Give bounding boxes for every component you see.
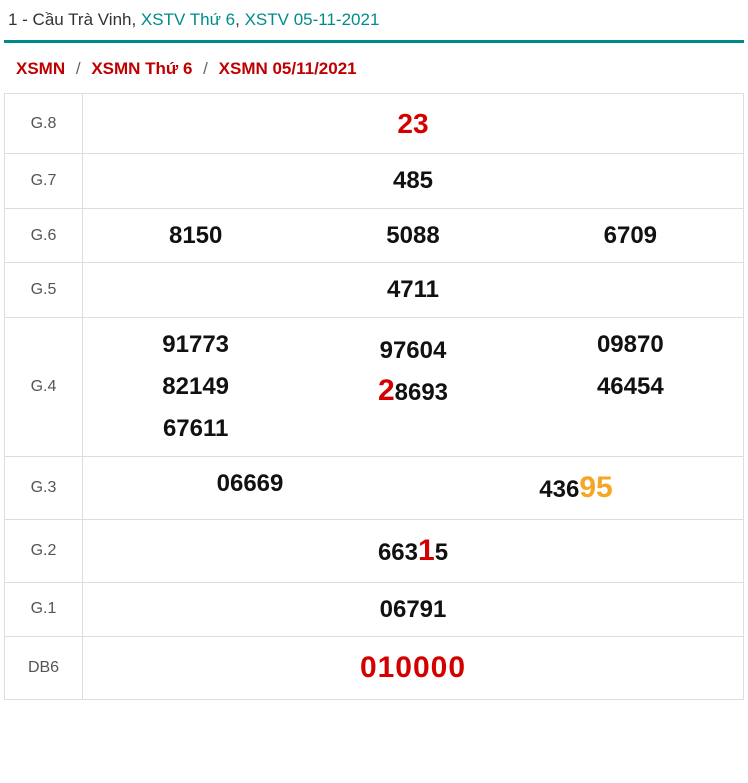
value-g2: 66315 (378, 539, 448, 566)
row-g1: G.1 06791 (5, 582, 744, 637)
value-g4-2a: 97604 (304, 328, 521, 370)
label-g3: G.3 (5, 456, 83, 519)
row-g7: G.7 485 (5, 154, 744, 209)
value-g4-2b: 28693 (304, 370, 521, 412)
label-g2: G.2 (5, 519, 83, 582)
value-g4-1a: 91773 (87, 328, 304, 370)
label-g8: G.8 (5, 94, 83, 154)
results-table: G.8 23 G.7 485 G.6 8150 5088 6709 G.5 47… (4, 93, 744, 700)
value-g6-2: 5088 (304, 219, 521, 253)
breadcrumb: XSMN / XSMN Thứ 6 / XSMN 05/11/2021 (4, 45, 744, 93)
row-g6: G.6 8150 5088 6709 (5, 208, 744, 263)
value-g8: 23 (397, 108, 428, 139)
header-link-1[interactable]: XSTV Thứ 6 (141, 10, 235, 29)
value-g6-3: 6709 (522, 219, 739, 253)
label-g7: G.7 (5, 154, 83, 209)
value-db: 010000 (360, 651, 466, 684)
breadcrumb-2[interactable]: XSMN Thứ 6 (91, 59, 192, 78)
value-g6-1: 8150 (87, 219, 304, 253)
divider (4, 40, 744, 43)
row-g8: G.8 23 (5, 94, 744, 154)
page-header: 1 - Cầu Trà Vinh, XSTV Thứ 6, XSTV 05-11… (4, 4, 744, 40)
value-g1: 06791 (380, 596, 447, 623)
breadcrumb-sep: / (76, 59, 81, 78)
row-g3: G.3 06669 43695 (5, 456, 744, 519)
breadcrumb-sep: / (203, 59, 208, 78)
value-g4-3a: 09870 (522, 328, 739, 370)
value-g7: 485 (393, 167, 433, 194)
value-g4-3b: 46454 (522, 370, 739, 412)
row-g5: G.5 4711 (5, 263, 744, 318)
row-db: DB6 010000 (5, 637, 744, 700)
header-link-2[interactable]: XSTV 05-11-2021 (245, 10, 380, 29)
breadcrumb-3[interactable]: XSMN 05/11/2021 (219, 59, 357, 78)
row-g4: G.4 91773 97604 09870 82149 28693 46454 … (5, 317, 744, 456)
value-g4-1b: 82149 (87, 370, 304, 412)
label-g5: G.5 (5, 263, 83, 318)
label-g6: G.6 (5, 208, 83, 263)
value-g5: 4711 (387, 276, 439, 303)
row-g2: G.2 66315 (5, 519, 744, 582)
header-sep: , (235, 10, 244, 29)
label-g4: G.4 (5, 317, 83, 456)
value-g3-1: 06669 (87, 467, 413, 509)
value-g4-1c: 67611 (87, 412, 304, 446)
breadcrumb-1[interactable]: XSMN (16, 59, 65, 78)
value-g3-2: 43695 (413, 467, 739, 509)
label-g1: G.1 (5, 582, 83, 637)
header-prefix: 1 - Cầu Trà Vinh, (8, 10, 141, 29)
label-db: DB6 (5, 637, 83, 700)
